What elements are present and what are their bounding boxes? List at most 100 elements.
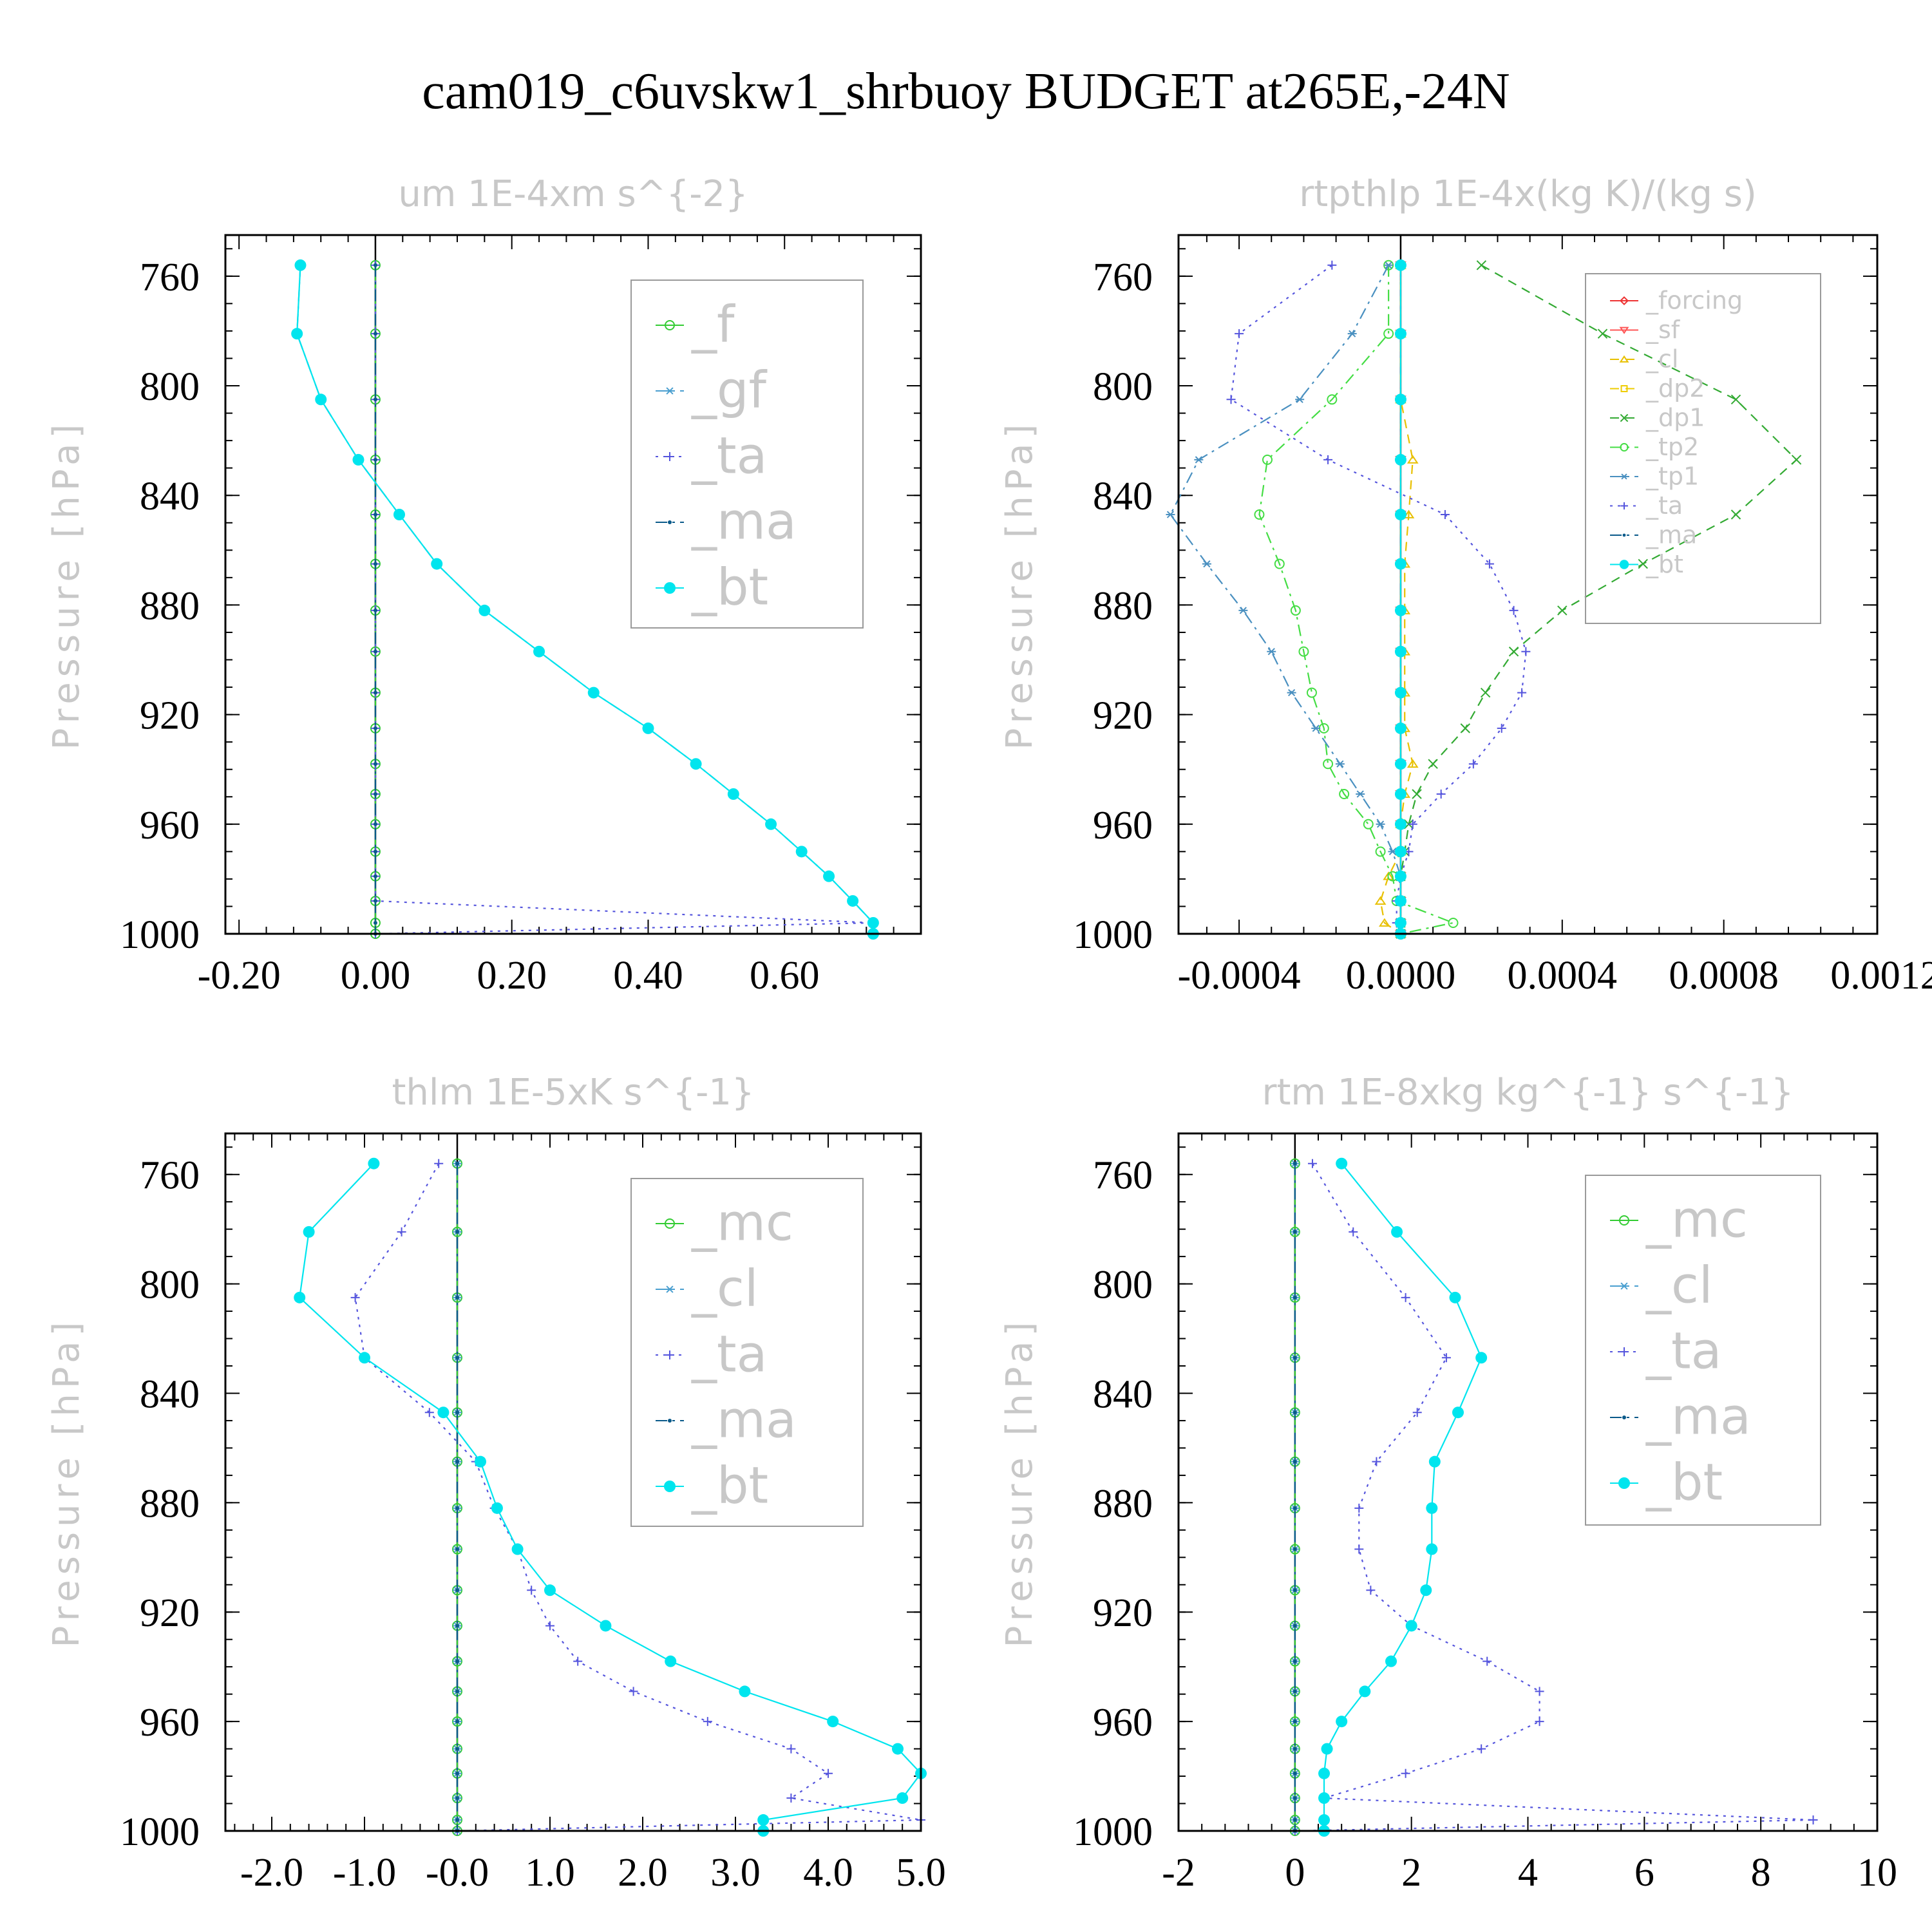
legend-item-dp2: _dp2	[1610, 374, 1705, 402]
panel-3: thlm 1E-5xK s^{-1} Pressure [hPa] 760 800 84…	[46, 1072, 946, 1895]
data-point	[1363, 819, 1374, 829]
series-line	[1230, 264, 1527, 934]
legend-label: _f	[691, 296, 735, 354]
panel-4: rtm 1E-8xkg kg^{-1} s^{-1} Pressure [hPa]…	[999, 1072, 1897, 1895]
data-point	[1428, 759, 1438, 769]
axis-ticks	[1179, 235, 1877, 934]
data-point	[1394, 328, 1406, 340]
data-point	[1384, 261, 1394, 269]
y-tick-label: 840	[1093, 475, 1153, 518]
legend-swatch-marker	[1619, 296, 1629, 306]
x-tick-label: 0.0012	[1830, 954, 1932, 998]
x-tick-label: 4	[1518, 1851, 1538, 1895]
data-point	[1475, 1352, 1488, 1364]
data-point	[1356, 790, 1365, 798]
y-tick-label: 960	[140, 1701, 200, 1745]
legend: _mc _cl _ta _ma _bt	[630, 1178, 864, 1527]
y-tick-label: 960	[1093, 1701, 1153, 1745]
data-point	[1557, 605, 1567, 616]
legend-swatch-marker	[665, 387, 674, 395]
data-point	[1497, 723, 1506, 733]
legend-swatch-marker	[668, 1419, 672, 1423]
data-point	[1508, 647, 1519, 657]
legend-swatch-marker	[1620, 385, 1628, 392]
data-point	[373, 726, 377, 730]
legend-label: _ma	[691, 1392, 797, 1450]
y-tick-label: 880	[140, 584, 200, 628]
legend-label: _mc	[1645, 1191, 1748, 1249]
data-point	[1354, 1544, 1364, 1554]
data-point	[1482, 1656, 1492, 1666]
data-point	[1394, 870, 1406, 882]
legend-item-bt: _bt	[656, 559, 768, 617]
series-ta	[1226, 260, 1531, 938]
data-point	[1366, 1586, 1376, 1595]
data-point	[352, 453, 365, 466]
legend-label: _bt	[1645, 1454, 1723, 1512]
x-tick-label: -0.20	[198, 954, 281, 998]
plot-frame	[1177, 234, 1879, 935]
x-tick-label: 0.60	[750, 954, 820, 998]
series-line	[1323, 1163, 1482, 1831]
data-point	[1318, 1814, 1331, 1826]
data-point	[1318, 1792, 1331, 1804]
data-point	[1441, 1353, 1451, 1363]
series-bt	[294, 1157, 927, 1837]
data-point	[545, 1621, 554, 1631]
data-point	[1403, 509, 1415, 518]
x-tick-label: 0.0004	[1508, 954, 1618, 998]
legend-label: _bt	[691, 1457, 768, 1515]
legend-item-mc: _mc	[656, 1195, 793, 1253]
x-tick-label: 3.0	[710, 1851, 761, 1895]
series-tp2	[1254, 260, 1459, 939]
y-tick-label: 800	[1093, 365, 1153, 409]
data-point	[478, 604, 491, 616]
data-point	[1293, 1796, 1297, 1801]
data-point	[1383, 328, 1394, 339]
legend: _f _gf _ta _ma _bt	[630, 279, 864, 629]
data-point	[1306, 687, 1317, 698]
data-point	[1730, 394, 1741, 405]
legend-label: _cl	[691, 1260, 759, 1318]
y-axis-label: Pressure [hPa]	[46, 1317, 88, 1648]
data-point	[437, 1406, 450, 1419]
data-point	[373, 397, 377, 402]
data-point	[1293, 1356, 1297, 1360]
legend-label: _mc	[691, 1195, 793, 1253]
data-point	[1238, 607, 1248, 614]
data-point	[373, 920, 377, 925]
legend: _mc _cl _ta _ma _bt	[1585, 1175, 1821, 1526]
data-point	[1293, 1719, 1297, 1724]
legend-label: _cl	[1645, 1257, 1713, 1315]
panel-title: um 1E-4xm s^{-2}	[398, 173, 748, 215]
legend-item-bt: _bt	[1610, 1454, 1723, 1512]
legend-item-tp1: _tp1	[1610, 462, 1699, 491]
data-point	[1408, 819, 1417, 829]
series-line	[1294, 1163, 1814, 1832]
x-tick-label: -1.0	[333, 1851, 396, 1895]
data-point	[1318, 1767, 1331, 1779]
data-point	[727, 788, 739, 800]
data-point	[455, 1771, 459, 1776]
data-point	[373, 513, 377, 516]
legend-label: _dp1	[1645, 404, 1705, 432]
legend-label: _ta	[691, 428, 767, 486]
data-point	[1274, 558, 1285, 569]
legend-swatch-marker	[668, 520, 672, 524]
y-tick-label: 800	[140, 365, 200, 409]
data-point	[373, 562, 377, 566]
data-point	[1290, 605, 1301, 616]
data-point	[475, 1455, 486, 1468]
x-tick-label: 0.40	[613, 954, 683, 998]
data-point	[1378, 918, 1390, 927]
legend-swatch-marker	[1620, 502, 1628, 510]
data-point	[455, 1719, 459, 1724]
plot-frame	[1177, 1132, 1879, 1832]
x-tick-label: 6	[1634, 1851, 1654, 1895]
x-tick-label: 0.20	[477, 954, 547, 998]
panel-1: um 1E-4xm s^{-2} Pressure [hPa] 760 800 840 8…	[46, 173, 922, 998]
legend-swatch-marker	[1620, 413, 1629, 422]
data-point	[1394, 895, 1406, 907]
data-point	[294, 1291, 306, 1303]
legend-item-dp1: _dp1	[1610, 404, 1705, 432]
